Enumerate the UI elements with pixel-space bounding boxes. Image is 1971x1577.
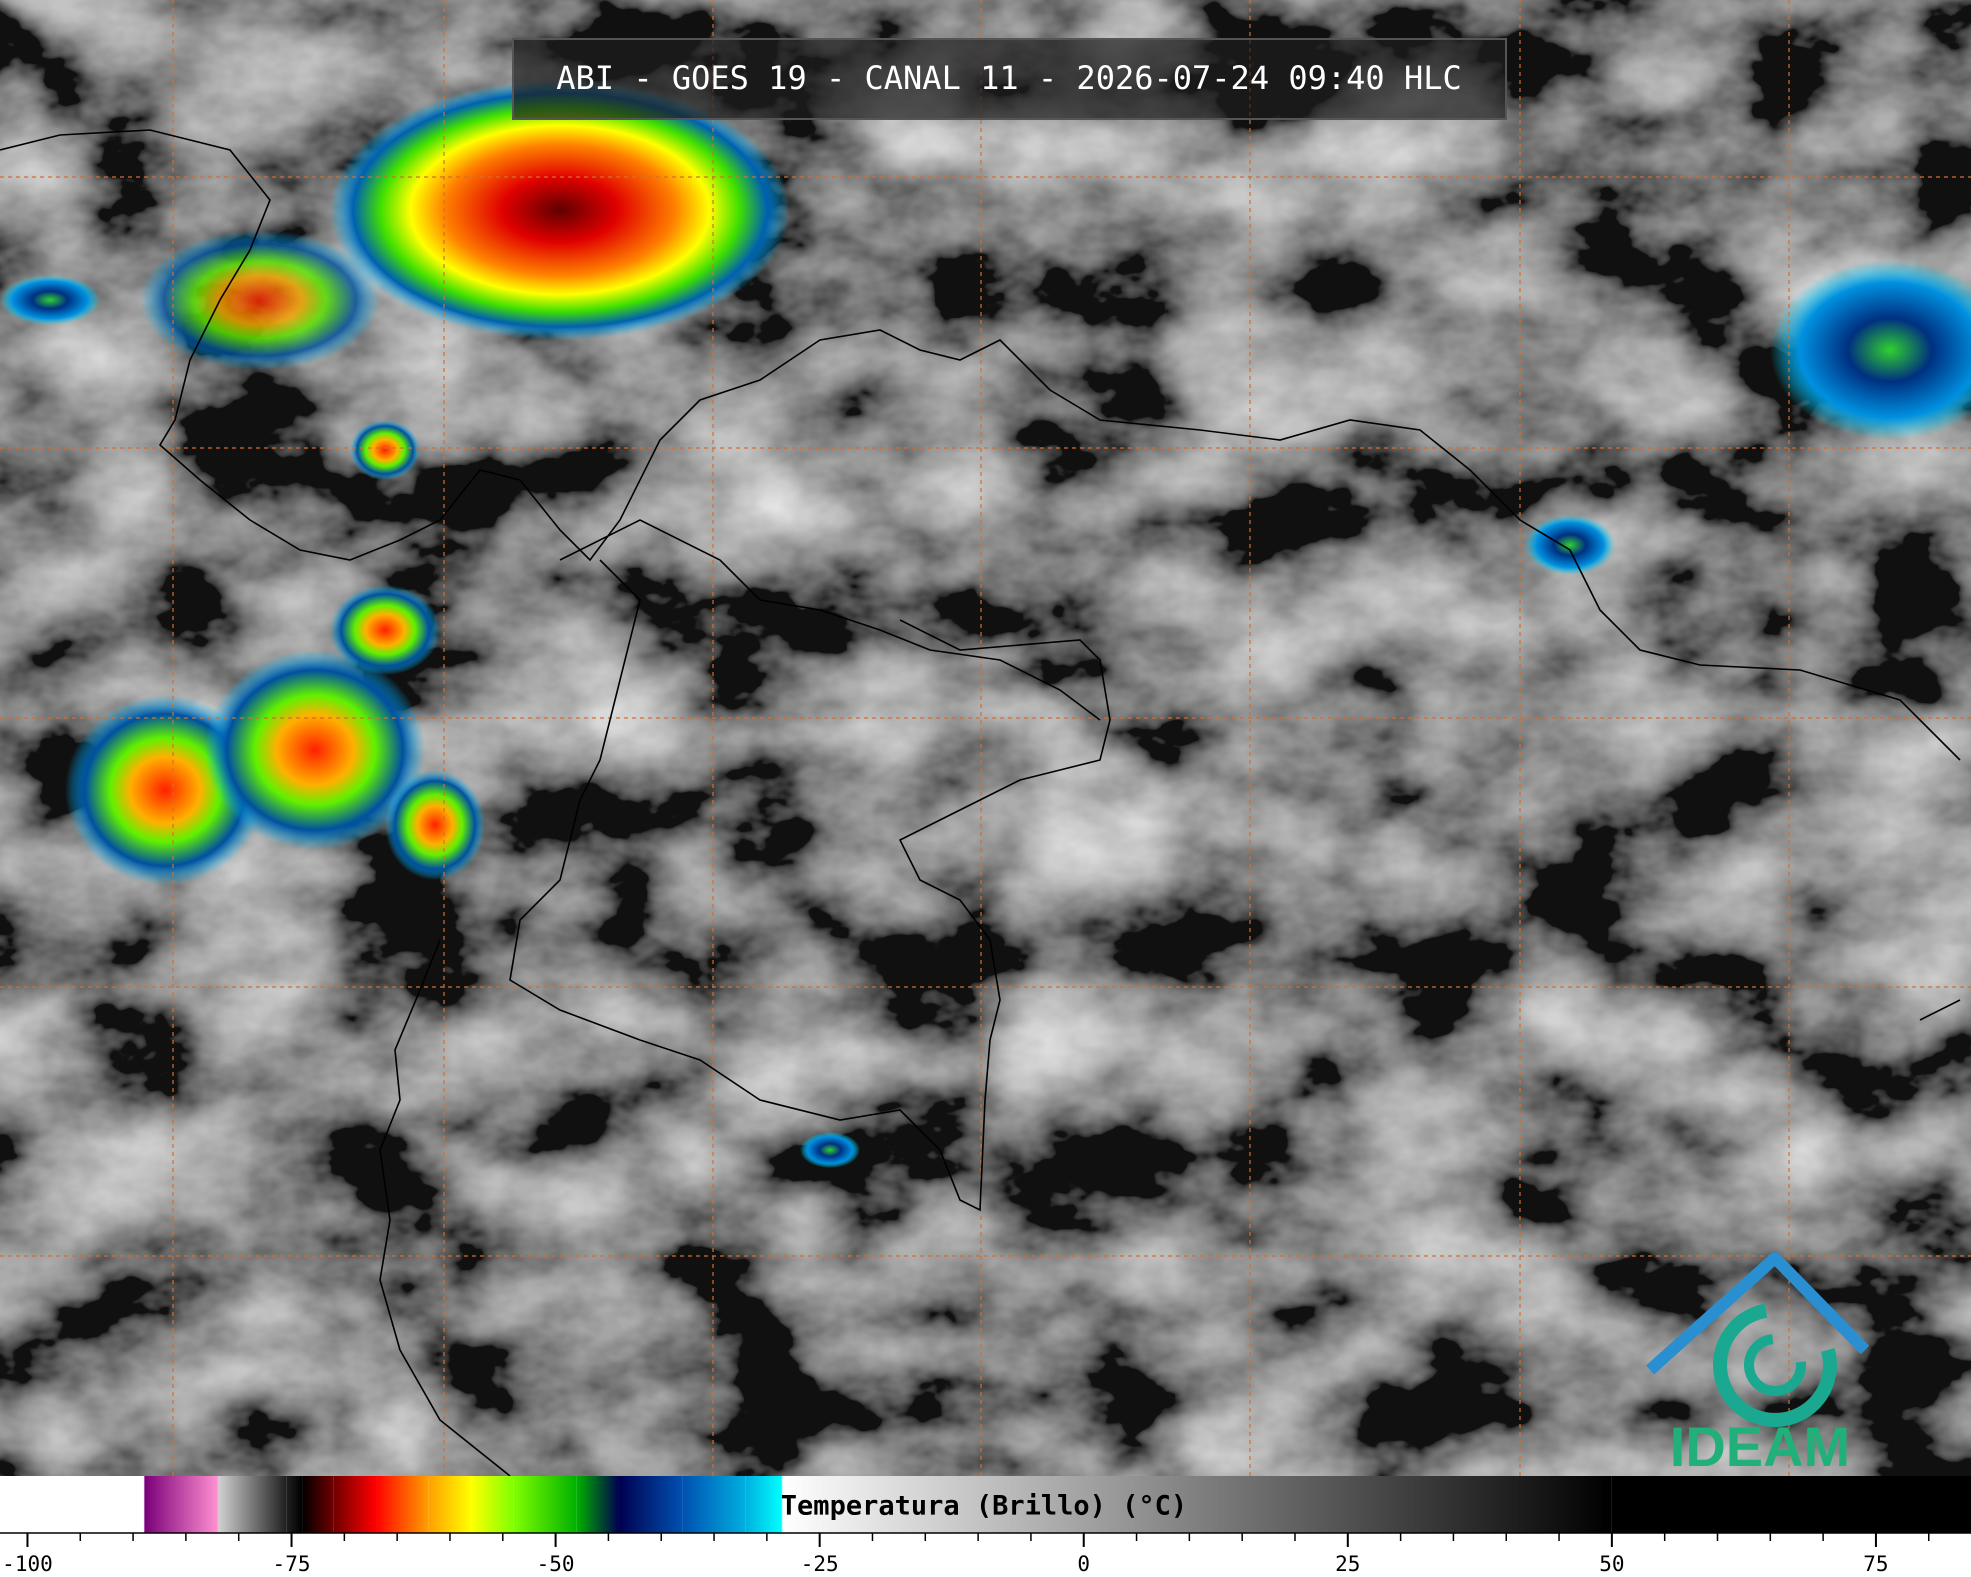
colorbar-segment xyxy=(513,1476,577,1533)
colorbar-segment xyxy=(782,1476,1612,1533)
tick-label: -50 xyxy=(537,1552,575,1576)
colorbar-segment xyxy=(428,1476,472,1533)
colorbar-segment xyxy=(0,1476,144,1533)
colorbar-segment xyxy=(745,1476,782,1533)
tick-label: -100 xyxy=(2,1552,53,1576)
colorbar-segment xyxy=(302,1476,334,1533)
title: ABI - GOES 19 - CANAL 11 - 2026-07-24 09… xyxy=(556,59,1461,97)
colorbar-segment xyxy=(218,1476,287,1533)
tick-label: -75 xyxy=(273,1552,311,1576)
colorbar-segment xyxy=(682,1476,746,1533)
colorbar-segment xyxy=(781,1476,783,1533)
colorbar-segment xyxy=(576,1476,619,1533)
colorbar-segment xyxy=(286,1476,303,1533)
tick-label: 75 xyxy=(1863,1552,1888,1576)
lat-lon-grid xyxy=(0,0,1971,1476)
title-box xyxy=(512,38,1507,120)
tick-label: 50 xyxy=(1599,1552,1624,1576)
tick-label: 0 xyxy=(1077,1552,1090,1576)
logo-text: IDEAM xyxy=(1670,1415,1850,1478)
colorbar-segment xyxy=(144,1476,218,1533)
colorbar-segment xyxy=(376,1476,429,1533)
tick-label: 25 xyxy=(1335,1552,1360,1576)
colorbar-segment xyxy=(618,1476,683,1533)
satellite-map: ABI - GOES 19 - CANAL 11 - 2026-07-24 09… xyxy=(0,0,1971,1478)
coastlines xyxy=(0,129,1961,1477)
colorbar-segment xyxy=(333,1476,377,1533)
colorbar-label: Temperatura (Brillo) (°C) xyxy=(781,1491,1187,1522)
colorbar: Temperatura (Brillo) (°C) -100 -75 -50 -25 0 2… xyxy=(0,1476,1971,1577)
colorbar-segment xyxy=(1611,1476,1971,1533)
colorbar-segment xyxy=(217,1476,219,1533)
logo: IDEAM xyxy=(1645,1252,1870,1478)
colorbar-segment xyxy=(471,1476,514,1533)
tick-label: -25 xyxy=(801,1552,839,1576)
colorbar-segment xyxy=(143,1476,145,1533)
